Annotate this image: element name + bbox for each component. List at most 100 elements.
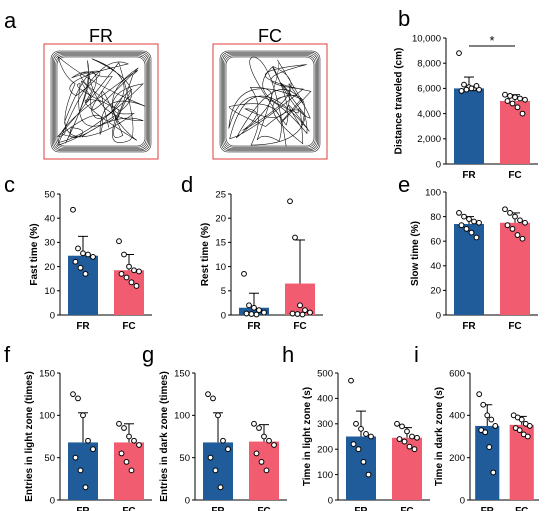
data-point-c-fc	[118, 270, 125, 277]
chart-d: d 0 5 10 15 20 25 Rest time (%) FR FC	[181, 172, 323, 332]
data-point-b-fr	[463, 86, 470, 93]
data-point-e-fc	[519, 235, 526, 242]
y-tick-label-d: 15	[215, 238, 226, 249]
data-point-h-fc	[399, 423, 405, 430]
y-axis-label-c: Fast time (%)	[29, 223, 40, 285]
data-point-f-fc	[128, 467, 135, 474]
y-tick-label-e: 20	[430, 286, 441, 297]
panel-letter-d: d	[181, 172, 193, 197]
data-point-i-fc	[518, 416, 525, 423]
data-point-c-fc	[133, 283, 140, 289]
y-tick-label-b: 2,000	[417, 134, 441, 145]
y-tick-label-b: 10,000	[412, 33, 441, 44]
panel-letter-f: f	[4, 342, 11, 367]
bar-c-fr	[68, 255, 98, 315]
data-point-i-fr	[480, 401, 487, 408]
data-point-h-fr	[358, 425, 364, 432]
y-tick-label-d: 10	[215, 262, 226, 273]
y-tick-label-c: 10	[44, 286, 55, 297]
x-tick-label-c-fc: FC	[122, 321, 135, 332]
data-point-d-fc	[307, 309, 313, 316]
data-point-h-fr	[348, 377, 354, 384]
data-point-e-fc	[517, 217, 523, 224]
data-point-g-fc	[253, 450, 260, 457]
panel-letter-b: b	[398, 6, 410, 31]
arena-label-fc: FC	[258, 26, 282, 46]
y-tick-label-f: 150	[39, 368, 55, 379]
data-point-b-fc	[509, 100, 516, 107]
data-point-e-fr	[461, 213, 467, 220]
data-point-b-fc	[504, 98, 511, 104]
y-tick-label-c: 0	[50, 310, 55, 321]
data-point-h-fr	[360, 459, 367, 465]
y-tick-label-b: 0	[436, 159, 441, 170]
data-point-e-fr	[473, 234, 480, 241]
data-point-e-fc	[507, 210, 513, 216]
y-tick-label-b: 4,000	[417, 109, 441, 120]
y-tick-label-c: 30	[44, 238, 55, 249]
data-point-e-fc	[509, 226, 516, 232]
x-tick-label-g-fc: FC	[257, 506, 270, 511]
data-point-f-fc	[126, 433, 132, 440]
data-point-f-fc	[121, 425, 127, 431]
x-tick-label-c-fr: FR	[76, 321, 90, 332]
data-point-i-fr	[492, 423, 499, 429]
data-point-g-fr	[205, 391, 211, 398]
x-tick-label-e-fr: FR	[462, 321, 476, 332]
data-point-b-fc	[514, 104, 521, 111]
data-point-h-fr	[353, 420, 359, 427]
panel-letter-i: i	[414, 342, 419, 367]
x-tick-label-i-fr: FR	[481, 506, 495, 511]
y-tick-label-d: 25	[215, 189, 226, 200]
data-point-e-fr	[466, 216, 472, 222]
y-tick-label-g: 100	[174, 411, 190, 422]
y-tick-label-i: 0	[460, 495, 465, 506]
data-point-g-fc	[266, 437, 272, 444]
data-point-i-fr	[488, 416, 495, 423]
data-point-d-fc	[292, 234, 298, 241]
y-axis-label-g: Entries in dark zone (times)	[159, 371, 170, 502]
y-tick-label-h: 200	[317, 445, 333, 456]
y-tick-label-b: 6,000	[417, 84, 441, 95]
y-axis-label-b: Distance traveled (cm)	[394, 48, 405, 155]
data-point-f-fc	[136, 442, 142, 448]
data-point-e-fc	[522, 219, 528, 226]
data-point-d-fr	[246, 302, 252, 309]
data-point-b-fr	[461, 81, 467, 88]
panel-letter-e: e	[398, 172, 410, 197]
data-point-i-fc	[526, 423, 533, 429]
data-point-d-fr	[253, 311, 260, 318]
significance-mark-b: *	[489, 33, 494, 48]
data-point-e-fr	[456, 210, 462, 216]
y-tick-label-b: 8,000	[417, 59, 441, 70]
data-point-c-fc	[128, 279, 135, 286]
data-point-g-fr	[217, 484, 224, 491]
y-tick-label-e: 60	[430, 237, 441, 248]
data-point-c-fr	[75, 245, 81, 252]
y-axis-label-d: Rest time (%)	[200, 223, 211, 286]
y-axis-label-h: Time in light zone (s)	[302, 387, 313, 486]
chart-g: g 0 50 100 150 Entries in dark zone (times) FR…	[142, 342, 287, 511]
y-tick-label-g: 150	[174, 368, 190, 379]
data-point-h-fc	[394, 420, 400, 427]
data-point-i-fr	[476, 391, 483, 398]
data-point-f-fc	[123, 459, 130, 465]
arena-label-fr: FR	[89, 26, 113, 46]
x-tick-label-f-fr: FR	[76, 506, 90, 511]
data-point-i-fr	[482, 429, 489, 436]
data-point-i-fr	[486, 444, 493, 450]
data-point-c-fr	[85, 251, 91, 258]
data-point-b-fc	[522, 96, 528, 103]
data-point-d-fr	[261, 309, 267, 316]
y-tick-label-e: 80	[430, 212, 441, 223]
data-point-e-fc	[512, 213, 518, 220]
data-point-h-fc	[409, 433, 415, 440]
data-point-b-fc	[512, 94, 518, 101]
data-point-e-fr	[463, 226, 470, 232]
data-point-f-fr	[72, 454, 79, 461]
data-point-c-fr	[72, 258, 79, 265]
y-tick-label-d: 20	[215, 214, 226, 225]
y-tick-label-i: 200	[449, 453, 465, 464]
data-point-d-fr	[256, 307, 262, 314]
data-point-e-fc	[514, 232, 521, 238]
